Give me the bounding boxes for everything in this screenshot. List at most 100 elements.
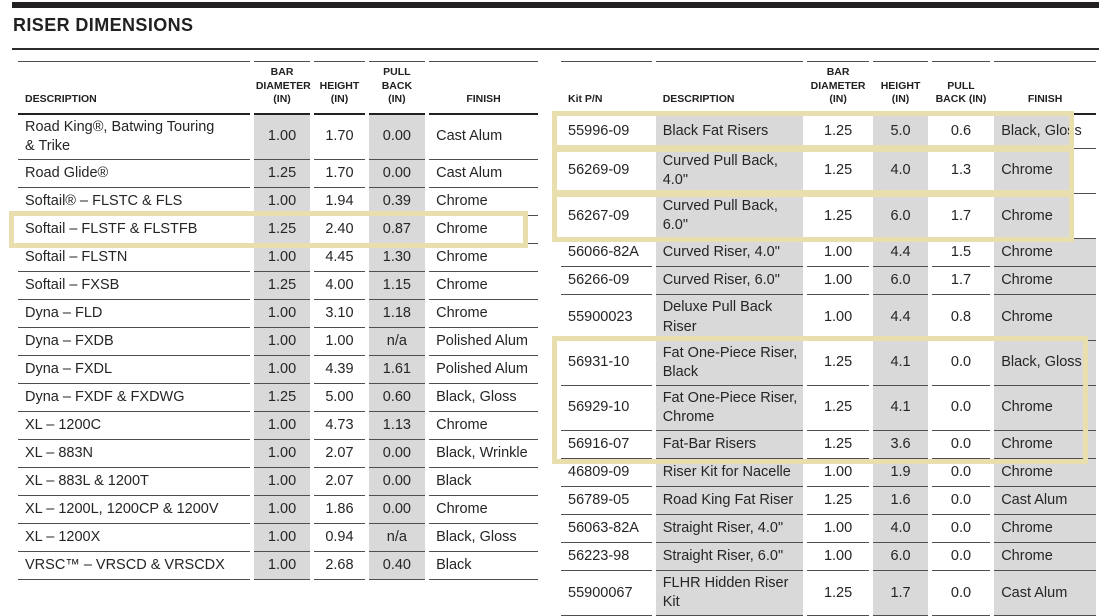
column-header: PULL BACK (IN) [368, 61, 426, 115]
cell: 0.00 [368, 114, 426, 161]
cell: 4.0 [873, 148, 928, 195]
cell: 1.25 [806, 386, 870, 432]
cell: Chrome [429, 216, 538, 245]
table-row: Road Glide® 1.25 1.70 0.00 Cast Alum [18, 160, 538, 189]
cell: Deluxe Pull Back Riser [655, 295, 803, 341]
cell: Fat One-Piece Riser, Chrome [655, 385, 803, 432]
cell: 0.0 [931, 515, 991, 544]
cell: 6.0 [873, 267, 928, 296]
cell: 1.00 [314, 328, 365, 357]
cell: 1.25 [806, 194, 870, 240]
cell: 1.94 [314, 188, 365, 217]
cell: 0.0 [931, 386, 991, 432]
cell: Curved Riser, 6.0" [655, 267, 803, 296]
cell: 1.25 [253, 384, 311, 413]
cell: 1.7 [931, 194, 991, 240]
cell: 1.7 [873, 571, 928, 616]
cell: 1.00 [253, 412, 311, 441]
cell: XL – 1200X [18, 524, 250, 553]
cell: Black, Gloss [994, 114, 1096, 149]
table-row: Dyna – FXDB 1.00 1.00 n/a Polished Alum [18, 328, 538, 357]
table-row: 56916-07 Fat-Bar Risers 1.25 3.6 0.0 Chrome [561, 431, 1096, 460]
cell: n/a [368, 524, 426, 553]
cell: 1.18 [368, 300, 426, 329]
cell: 1.00 [253, 524, 311, 553]
table-row: 56063-82A Straight Riser, 4.0" 1.00 4.0 0.0 C… [561, 515, 1096, 544]
table-row: 56223-98 Straight Riser, 6.0" 1.00 6.0 0.0 Ch… [561, 543, 1096, 572]
cell: 56931-10 [561, 341, 652, 386]
cell: Black, Gloss [429, 384, 538, 413]
cell: 1.61 [368, 356, 426, 385]
cell: Chrome [994, 431, 1096, 460]
cell: XL – 883L & 1200T [18, 468, 250, 497]
table-row: XL – 1200L, 1200CP & 1200V 1.00 1.86 0.00 Ch… [18, 496, 538, 525]
cell: Black, Gloss [994, 340, 1096, 386]
cell: 1.25 [806, 341, 870, 386]
cell: 0.0 [931, 571, 991, 616]
cell: 0.6 [931, 115, 991, 149]
cell: 1.00 [253, 188, 311, 217]
cell: XL – 1200C [18, 412, 250, 441]
cell: 1.00 [253, 114, 311, 161]
table-row: Road King®, Batwing Touring & Trike 1.00 1… [18, 114, 538, 161]
cell: Chrome [994, 239, 1096, 268]
cell: FLHR Hidden Riser Kit [655, 571, 803, 616]
cell: 0.00 [368, 440, 426, 469]
page-title: RISER DIMENSIONS [13, 15, 194, 35]
column-header: DESCRIPTION [655, 61, 803, 115]
cell: 0.94 [314, 524, 365, 553]
cell: 4.73 [314, 412, 365, 441]
cell: Chrome [429, 300, 538, 329]
table-row: Dyna – FLD 1.00 3.10 1.18 Chrome [18, 300, 538, 329]
cell: VRSC™ – VRSCD & VRSCDX [18, 552, 250, 581]
cell: 1.25 [806, 571, 870, 616]
cell: Dyna – FXDF & FXDWG [18, 384, 250, 413]
cell: 0.87 [368, 216, 426, 245]
cell: 56269-09 [561, 149, 652, 195]
cell: Cast Alum [429, 160, 538, 189]
cell: 1.00 [253, 468, 311, 497]
cell: Riser Kit for Nacelle [655, 459, 803, 488]
cell: 55900067 [561, 571, 652, 616]
column-header: FINISH [429, 61, 538, 115]
cell: 1.25 [806, 149, 870, 195]
cell: 1.00 [253, 440, 311, 469]
cell: 55996-09 [561, 115, 652, 149]
cell: 5.00 [314, 384, 365, 413]
cell: 2.07 [314, 440, 365, 469]
cell: Curved Riser, 4.0" [655, 239, 803, 268]
table-row: 56929-10 Fat One-Piece Riser, Chrome 1.25 4… [561, 385, 1096, 432]
cell: Chrome [994, 385, 1096, 432]
cell: Chrome [994, 295, 1096, 341]
cell: 1.00 [253, 552, 311, 581]
cell: 1.15 [368, 272, 426, 301]
cell: 1.25 [253, 272, 311, 301]
cell: 0.00 [368, 468, 426, 497]
model-dimensions-table-wrap: DESCRIPTION BAR DIAMETER (IN) HEIGHT (IN) P… [9, 61, 542, 581]
cell: 4.39 [314, 356, 365, 385]
table-row: XL – 883L & 1200T 1.00 2.07 0.00 Black [18, 468, 538, 497]
cell: 4.1 [873, 385, 928, 432]
table-row: VRSC™ – VRSCD & VRSCDX 1.00 2.68 0.40 Black [18, 552, 538, 581]
cell: 1.00 [806, 239, 870, 268]
cell: Road King®, Batwing Touring & Trike [18, 115, 250, 161]
column-header: HEIGHT (IN) [873, 61, 928, 115]
cell: 56267-09 [561, 194, 652, 240]
cell: Chrome [994, 459, 1096, 488]
cell: 56223-98 [561, 543, 652, 572]
cell: Straight Riser, 4.0" [655, 515, 803, 544]
cell: Black, Gloss [429, 524, 538, 553]
cell: 1.00 [253, 356, 311, 385]
column-header: BAR DIAMETER (IN) [253, 61, 311, 115]
cell: Chrome [994, 543, 1096, 572]
cell: 1.70 [314, 160, 365, 189]
column-header: HEIGHT (IN) [314, 61, 365, 115]
cell: Softail – FLSTF & FLSTFB [18, 216, 250, 245]
cell: 1.25 [806, 487, 870, 516]
top-rule-thick [12, 2, 1099, 8]
cell: Road King Fat Riser [655, 487, 803, 516]
cell: Chrome [994, 515, 1096, 544]
table-row: Dyna – FXDL 1.00 4.39 1.61 Polished Alum [18, 356, 538, 385]
table-row: Softail – FLSTN 1.00 4.45 1.30 Chrome [18, 244, 538, 273]
